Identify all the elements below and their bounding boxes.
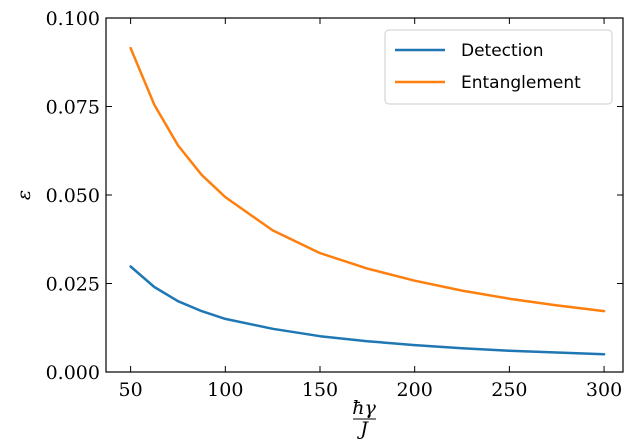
y-axis-label: ε <box>13 190 35 200</box>
axis-ticks: 50 100 150 200 250 300 0.000 0.025 0.050 0.075 0.1… <box>46 8 623 401</box>
x-tick-label: 300 <box>586 379 622 401</box>
legend-label-entanglement: Entanglement <box>461 73 581 93</box>
y-tick-label: 0.100 <box>46 8 100 30</box>
series-lines <box>129 46 606 356</box>
series-line-detection <box>129 265 606 356</box>
y-tick-label: 0.075 <box>46 97 100 119</box>
x-tick-label: 200 <box>397 379 433 401</box>
y-tick-label: 0.050 <box>46 185 100 207</box>
x-tick-label: 150 <box>302 379 338 401</box>
series-line-entanglement <box>129 46 606 313</box>
x-axis-label-denominator: J <box>356 418 369 439</box>
x-axis-label-numerator: ħγ <box>352 397 376 419</box>
legend-box <box>384 29 613 105</box>
x-tick-label: 50 <box>119 379 143 401</box>
y-tick-label: 0.025 <box>46 274 100 296</box>
legend: Detection Entanglement <box>384 29 613 105</box>
legend-label-detection: Detection <box>461 41 544 61</box>
x-tick-label: 100 <box>207 379 243 401</box>
x-tick-label: 250 <box>491 379 527 401</box>
y-tick-label: 0.000 <box>46 362 100 384</box>
